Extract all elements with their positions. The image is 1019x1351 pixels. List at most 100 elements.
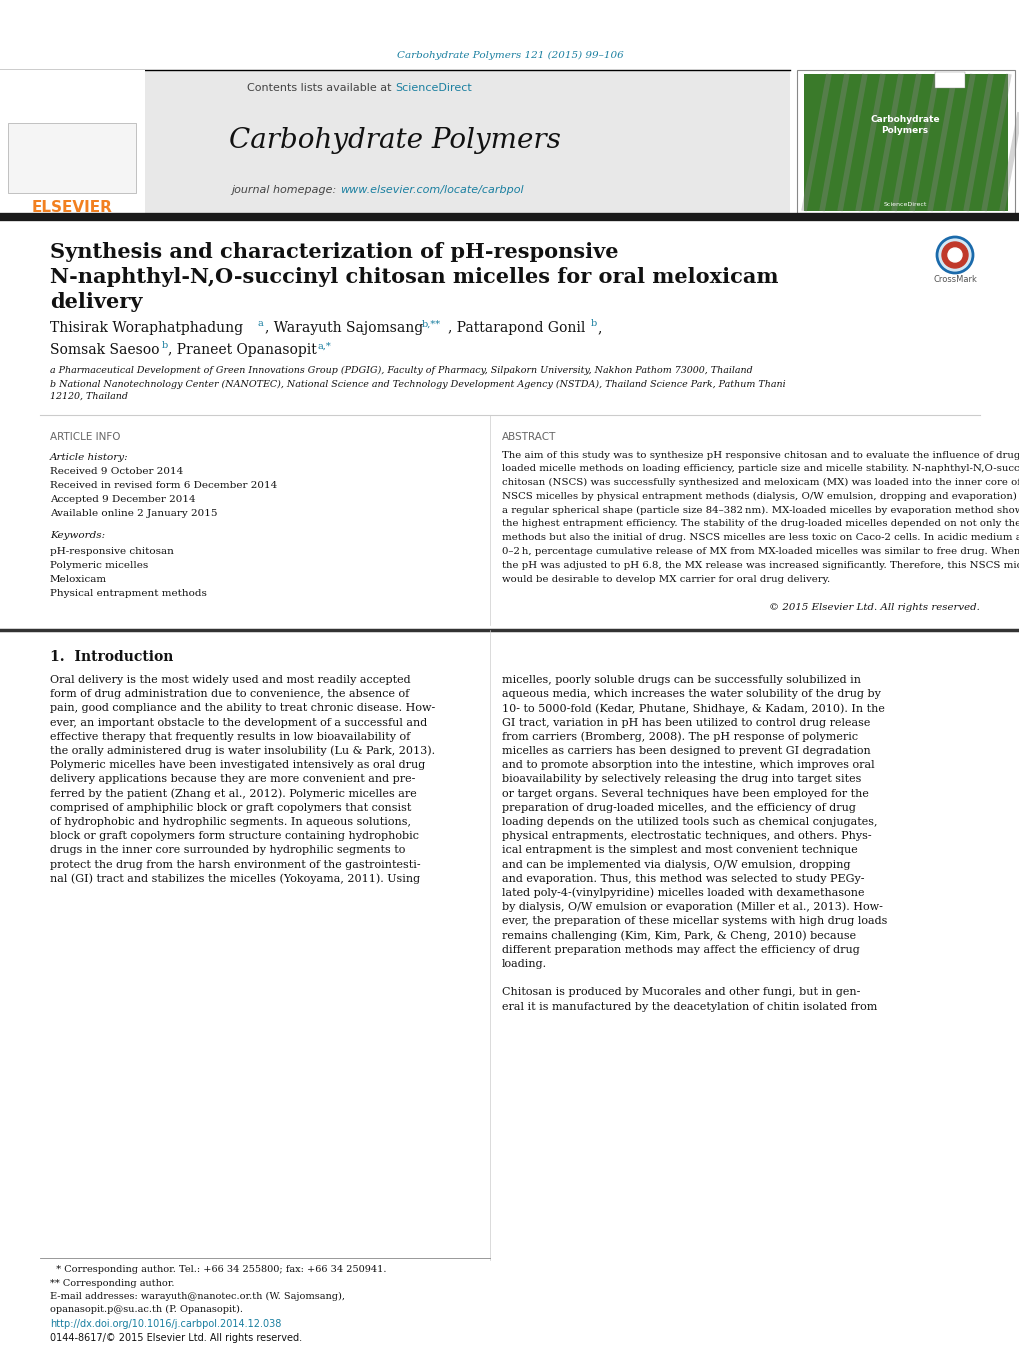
Text: comprised of amphiphilic block or graft copolymers that consist: comprised of amphiphilic block or graft … xyxy=(50,802,411,813)
Text: Carbohydrate Polymers: Carbohydrate Polymers xyxy=(229,127,560,154)
Text: and evaporation. Thus, this method was selected to study PEGy-: and evaporation. Thus, this method was s… xyxy=(501,874,864,884)
Text: ever, an important obstacle to the development of a successful and: ever, an important obstacle to the devel… xyxy=(50,717,427,728)
Text: pain, good compliance and the ability to treat chronic disease. How-: pain, good compliance and the ability to… xyxy=(50,704,435,713)
Bar xyxy=(796,70,1014,215)
Text: nal (GI) tract and stabilizes the micelles (Yokoyama, 2011). Using: nal (GI) tract and stabilizes the micell… xyxy=(50,874,420,884)
Bar xyxy=(0,70,145,215)
Text: Somsak Saesoo: Somsak Saesoo xyxy=(50,343,159,357)
Text: ** Corresponding author.: ** Corresponding author. xyxy=(50,1278,174,1288)
Text: © 2015 Elsevier Ltd. All rights reserved.: © 2015 Elsevier Ltd. All rights reserved… xyxy=(768,604,979,612)
Text: ABSTRACT: ABSTRACT xyxy=(501,432,555,442)
Text: b National Nanotechnology Center (NANOTEC), National Science and Technology Deve: b National Nanotechnology Center (NANOTE… xyxy=(50,380,785,389)
Text: Synthesis and characterization of pH-responsive: Synthesis and characterization of pH-res… xyxy=(50,242,618,262)
Text: Oral delivery is the most widely used and most readily accepted: Oral delivery is the most widely used an… xyxy=(50,676,411,685)
Bar xyxy=(8,123,136,193)
Text: a,*: a,* xyxy=(318,342,331,350)
Text: journal homepage:: journal homepage: xyxy=(231,185,339,195)
Text: Polymeric micelles have been investigated intensively as oral drug: Polymeric micelles have been investigate… xyxy=(50,761,425,770)
Text: , Pattarapond Gonil: , Pattarapond Gonil xyxy=(447,322,585,335)
Text: http://dx.doi.org/10.1016/j.carbpol.2014.12.038: http://dx.doi.org/10.1016/j.carbpol.2014… xyxy=(50,1319,281,1329)
Text: and can be implemented via dialysis, O/W emulsion, dropping: and can be implemented via dialysis, O/W… xyxy=(501,859,850,870)
Text: ferred by the patient (Zhang et al., 2012). Polymeric micelles are: ferred by the patient (Zhang et al., 201… xyxy=(50,789,417,798)
Bar xyxy=(934,72,964,88)
Text: Polymeric micelles: Polymeric micelles xyxy=(50,562,148,570)
Circle shape xyxy=(942,242,967,267)
Text: effective therapy that frequently results in low bioavailability of: effective therapy that frequently result… xyxy=(50,732,410,742)
Text: Carbohydrate Polymers 121 (2015) 99–106: Carbohydrate Polymers 121 (2015) 99–106 xyxy=(396,50,623,59)
Text: Accepted 9 December 2014: Accepted 9 December 2014 xyxy=(50,496,196,504)
Text: Article history:: Article history: xyxy=(50,453,128,462)
Text: Chitosan is produced by Mucorales and other fungi, but in gen-: Chitosan is produced by Mucorales and ot… xyxy=(501,988,860,997)
Text: loaded micelle methods on loading efficiency, particle size and micelle stabilit: loaded micelle methods on loading effici… xyxy=(501,465,1019,473)
Text: ever, the preparation of these micellar systems with high drug loads: ever, the preparation of these micellar … xyxy=(501,916,887,927)
Text: a: a xyxy=(258,319,264,328)
Text: loading depends on the utilized tools such as chemical conjugates,: loading depends on the utilized tools su… xyxy=(501,817,876,827)
Text: chitosan (NSCS) was successfully synthesized and meloxicam (MX) was loaded into : chitosan (NSCS) was successfully synthes… xyxy=(501,478,1019,488)
Text: 1.  Introduction: 1. Introduction xyxy=(50,650,173,663)
Text: Keywords:: Keywords: xyxy=(50,531,105,540)
Text: Received 9 October 2014: Received 9 October 2014 xyxy=(50,467,183,477)
Text: or target organs. Several techniques have been employed for the: or target organs. Several techniques hav… xyxy=(501,789,868,798)
Text: Contents lists available at: Contents lists available at xyxy=(247,82,394,93)
Text: ELSEVIER: ELSEVIER xyxy=(32,200,112,215)
Text: aqueous media, which increases the water solubility of the drug by: aqueous media, which increases the water… xyxy=(501,689,880,700)
Text: opanasopit.p@su.ac.th (P. Opanasopit).: opanasopit.p@su.ac.th (P. Opanasopit). xyxy=(50,1305,243,1313)
Text: the pH was adjusted to pH 6.8, the MX release was increased significantly. There: the pH was adjusted to pH 6.8, the MX re… xyxy=(501,561,1019,570)
Text: Meloxicam: Meloxicam xyxy=(50,576,107,585)
Text: micelles, poorly soluble drugs can be successfully solubilized in: micelles, poorly soluble drugs can be su… xyxy=(501,676,860,685)
Text: by dialysis, O/W emulsion or evaporation (Miller et al., 2013). How-: by dialysis, O/W emulsion or evaporation… xyxy=(501,902,882,912)
Text: ,: , xyxy=(596,322,601,335)
Text: , Warayuth Sajomsang: , Warayuth Sajomsang xyxy=(265,322,423,335)
Text: ScienceDirect: ScienceDirect xyxy=(394,82,471,93)
Text: ScienceDirect: ScienceDirect xyxy=(882,203,926,208)
Text: The aim of this study was to synthesize pH responsive chitosan and to evaluate t: The aim of this study was to synthesize … xyxy=(501,450,1019,459)
Text: block or graft copolymers form structure containing hydrophobic: block or graft copolymers form structure… xyxy=(50,831,419,842)
Text: micelles as carriers has been designed to prevent GI degradation: micelles as carriers has been designed t… xyxy=(501,746,870,757)
Text: from carriers (Bromberg, 2008). The pH response of polymeric: from carriers (Bromberg, 2008). The pH r… xyxy=(501,731,857,742)
Text: the orally administered drug is water insolubility (Lu & Park, 2013).: the orally administered drug is water in… xyxy=(50,746,435,757)
Text: the highest entrapment efficiency. The stability of the drug-loaded micelles dep: the highest entrapment efficiency. The s… xyxy=(501,520,1019,528)
Text: b: b xyxy=(162,342,168,350)
Bar xyxy=(0,70,790,215)
Text: drugs in the inner core surrounded by hydrophilic segments to: drugs in the inner core surrounded by hy… xyxy=(50,846,405,855)
Circle shape xyxy=(947,249,961,262)
Text: 0–2 h, percentage cumulative release of MX from MX-loaded micelles was similar t: 0–2 h, percentage cumulative release of … xyxy=(501,547,1019,557)
Circle shape xyxy=(936,236,972,273)
Text: preparation of drug-loaded micelles, and the efficiency of drug: preparation of drug-loaded micelles, and… xyxy=(501,802,855,813)
Text: protect the drug from the harsh environment of the gastrointesti-: protect the drug from the harsh environm… xyxy=(50,859,420,870)
Text: and to promote absorption into the intestine, which improves oral: and to promote absorption into the intes… xyxy=(501,761,873,770)
Text: eral it is manufactured by the deacetylation of chitin isolated from: eral it is manufactured by the deacetyla… xyxy=(501,1001,876,1012)
Text: bioavailability by selectively releasing the drug into target sites: bioavailability by selectively releasing… xyxy=(501,774,860,785)
Text: b,**: b,** xyxy=(422,319,440,328)
Text: GI tract, variation in pH has been utilized to control drug release: GI tract, variation in pH has been utili… xyxy=(501,717,869,728)
Text: a regular spherical shape (particle size 84–382 nm). MX-loaded micelles by evapo: a regular spherical shape (particle size… xyxy=(501,505,1019,515)
Text: N-naphthyl-N,O-succinyl chitosan micelles for oral meloxicam: N-naphthyl-N,O-succinyl chitosan micelle… xyxy=(50,267,777,286)
Text: * Corresponding author. Tel.: +66 34 255800; fax: +66 34 250941.: * Corresponding author. Tel.: +66 34 255… xyxy=(50,1266,386,1274)
Text: 10- to 5000-fold (Kedar, Phutane, Shidhaye, & Kadam, 2010). In the: 10- to 5000-fold (Kedar, Phutane, Shidha… xyxy=(501,703,884,713)
Text: Physical entrapment methods: Physical entrapment methods xyxy=(50,589,207,598)
Text: ical entrapment is the simplest and most convenient technique: ical entrapment is the simplest and most… xyxy=(501,846,857,855)
Text: E-mail addresses: warayuth@nanotec.or.th (W. Sajomsang),: E-mail addresses: warayuth@nanotec.or.th… xyxy=(50,1292,344,1301)
Text: NSCS micelles by physical entrapment methods (dialysis, O/W emulsion, dropping a: NSCS micelles by physical entrapment met… xyxy=(501,492,1019,501)
Text: 0144-8617/© 2015 Elsevier Ltd. All rights reserved.: 0144-8617/© 2015 Elsevier Ltd. All right… xyxy=(50,1333,302,1343)
Text: CrossMark: CrossMark xyxy=(932,276,976,285)
Text: delivery applications because they are more convenient and pre-: delivery applications because they are m… xyxy=(50,774,415,785)
Text: pH-responsive chitosan: pH-responsive chitosan xyxy=(50,547,173,557)
Text: Carbohydrate
Polymers: Carbohydrate Polymers xyxy=(869,115,938,135)
Text: ARTICLE INFO: ARTICLE INFO xyxy=(50,432,120,442)
Text: www.elsevier.com/locate/carbpol: www.elsevier.com/locate/carbpol xyxy=(339,185,523,195)
Text: a Pharmaceutical Development of Green Innovations Group (PDGIG), Faculty of Phar: a Pharmaceutical Development of Green In… xyxy=(50,365,752,374)
Text: methods but also the initial of drug. NSCS micelles are less toxic on Caco-2 cel: methods but also the initial of drug. NS… xyxy=(501,534,1019,542)
Text: b: b xyxy=(590,319,597,328)
Text: delivery: delivery xyxy=(50,292,143,312)
Text: 12120, Thailand: 12120, Thailand xyxy=(50,392,127,400)
Text: physical entrapments, electrostatic techniques, and others. Phys-: physical entrapments, electrostatic tech… xyxy=(501,831,871,842)
Bar xyxy=(803,74,1007,211)
Text: Thisirak Woraphatphadung: Thisirak Woraphatphadung xyxy=(50,322,243,335)
Text: different preparation methods may affect the efficiency of drug: different preparation methods may affect… xyxy=(501,944,859,955)
Text: remains challenging (Kim, Kim, Park, & Cheng, 2010) because: remains challenging (Kim, Kim, Park, & C… xyxy=(501,931,855,940)
Text: , Praneet Opanasopit: , Praneet Opanasopit xyxy=(168,343,317,357)
Text: loading.: loading. xyxy=(501,959,546,969)
Text: Received in revised form 6 December 2014: Received in revised form 6 December 2014 xyxy=(50,481,277,490)
Text: of hydrophobic and hydrophilic segments. In aqueous solutions,: of hydrophobic and hydrophilic segments.… xyxy=(50,817,411,827)
